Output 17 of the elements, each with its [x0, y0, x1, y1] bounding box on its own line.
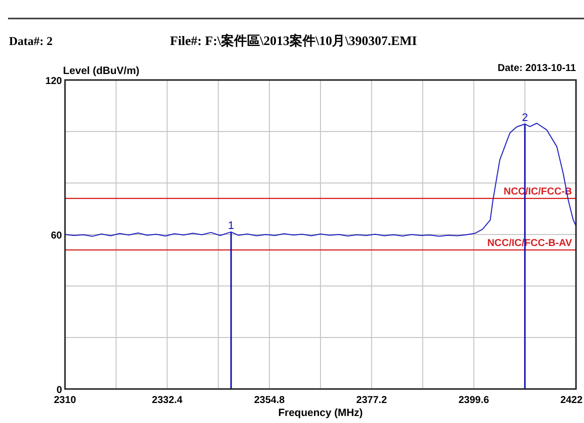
- y-axis-title: Level (dBuV/m): [63, 65, 140, 77]
- y-tick-label: 0: [56, 385, 62, 396]
- x-tick-label: 2354.8: [254, 395, 286, 406]
- x-tick-label: 2422: [560, 395, 583, 406]
- x-tick-label: 2399.6: [458, 395, 490, 406]
- line-series: [64, 122, 576, 237]
- y-tick-label: 60: [50, 230, 62, 242]
- text: Data#: 2: [9, 34, 53, 48]
- text: File#: F:\案件區\2013案件\10月\390307.EMI: [170, 33, 417, 48]
- annotation: 1: [228, 220, 234, 232]
- x-tick-label: 2310: [54, 395, 77, 406]
- x-tick-label: 2332.4: [152, 395, 183, 406]
- text: Date: 2013-10-11: [498, 63, 576, 74]
- y-tick-label: 120: [45, 76, 62, 87]
- x-tick-label: 2377.2: [356, 395, 388, 406]
- annotation: 2: [522, 112, 528, 124]
- x-axis-title: Frequency (MHz): [278, 407, 363, 419]
